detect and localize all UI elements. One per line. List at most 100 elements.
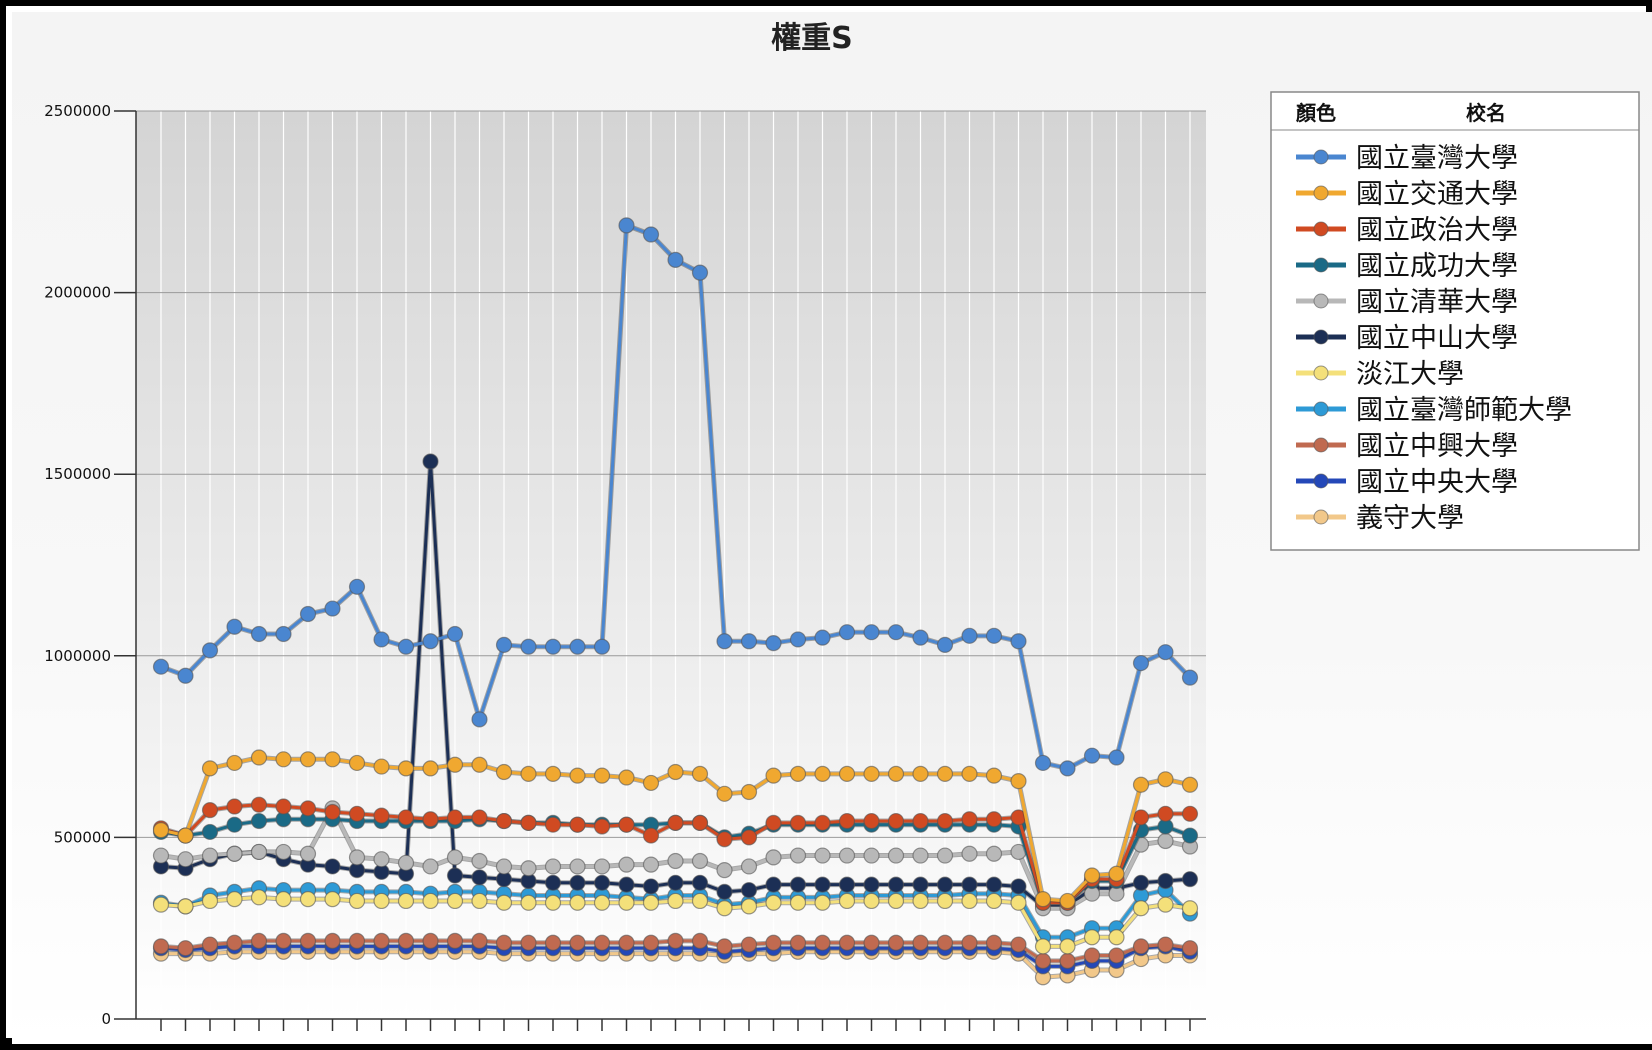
series-5 [152, 453, 1199, 915]
data-point [226, 798, 243, 815]
data-point [569, 858, 586, 875]
legend-swatch-marker [1313, 329, 1329, 345]
y-tick-label: 2500000 [44, 102, 111, 120]
data-point [985, 892, 1003, 910]
data-point [961, 892, 978, 910]
data-point [348, 849, 366, 866]
data-point [789, 876, 807, 893]
data-point [569, 874, 586, 891]
data-point [863, 876, 880, 893]
data-point [887, 624, 905, 641]
legend-swatch-marker [1313, 473, 1329, 489]
data-point [716, 900, 733, 917]
y-tick-label: 0 [101, 1010, 111, 1028]
data-point [397, 854, 415, 871]
data-point [201, 802, 219, 819]
data-point [716, 831, 733, 848]
data-point [299, 800, 317, 817]
data-point [936, 876, 954, 893]
legend-item: 國立中央大學 [1296, 467, 1518, 498]
data-point [1181, 871, 1199, 888]
data-point [985, 845, 1003, 862]
data-point [838, 624, 856, 641]
data-point [912, 934, 929, 951]
data-point [691, 814, 709, 831]
data-point [740, 936, 758, 953]
data-point [912, 847, 929, 864]
data-point [1157, 936, 1174, 953]
data-point [1108, 865, 1125, 882]
data-point [422, 892, 439, 910]
data-point [177, 898, 194, 915]
data-point [691, 892, 709, 910]
data-point [471, 809, 488, 826]
y-tick-label: 2000000 [44, 284, 111, 302]
data-point [250, 625, 268, 643]
data-point [1010, 633, 1027, 650]
data-point [520, 894, 537, 911]
data-point [1108, 929, 1125, 946]
data-point [985, 811, 1003, 828]
legend-label: 國立交通大學 [1356, 179, 1518, 210]
data-point [275, 843, 292, 861]
legend-label: 國立中央大學 [1356, 467, 1518, 498]
data-point [152, 896, 170, 913]
legend-label: 國立中興大學 [1356, 431, 1518, 462]
data-point [912, 892, 929, 910]
data-point [520, 765, 537, 782]
data-point [642, 878, 660, 895]
data-point [373, 932, 390, 950]
data-point [1010, 878, 1027, 895]
data-point [961, 811, 978, 828]
data-point [814, 847, 831, 864]
data-point [838, 765, 856, 782]
data-point [275, 891, 292, 908]
data-point [887, 876, 905, 893]
data-point [250, 812, 268, 830]
legend-swatch-marker [1313, 401, 1329, 417]
data-point [152, 658, 170, 675]
data-point [520, 860, 537, 877]
data-point [667, 763, 684, 781]
data-point [863, 892, 880, 910]
data-point [544, 765, 562, 782]
data-point [838, 812, 856, 830]
data-point [569, 934, 586, 951]
data-point [348, 805, 366, 822]
data-point [397, 809, 415, 826]
data-point [1132, 900, 1150, 917]
data-point [422, 858, 439, 875]
data-point [226, 754, 243, 772]
data-point [226, 891, 243, 908]
data-point [324, 858, 341, 875]
data-point [544, 874, 562, 891]
data-point [838, 892, 856, 910]
data-point [593, 894, 611, 911]
data-point [985, 767, 1003, 784]
data-point [618, 217, 635, 234]
data-point [569, 816, 586, 833]
data-point [324, 932, 341, 950]
legend-swatch-marker [1313, 509, 1329, 525]
data-point [250, 932, 268, 950]
data-point [1157, 832, 1174, 850]
data-point [789, 814, 807, 831]
data-point [618, 769, 635, 786]
legend-header-name: 校名 [1466, 101, 1506, 125]
data-point [152, 822, 170, 839]
data-point [373, 851, 390, 868]
data-point [863, 934, 880, 951]
legend: 顏色 校名 國立臺灣大學國立交通大學國立政治大學國立成功大學國立清華大學國立中山… [1270, 91, 1640, 551]
legend-label: 國立臺灣大學 [1356, 143, 1518, 174]
data-point [1108, 947, 1125, 964]
data-point [1132, 938, 1150, 955]
data-point [348, 754, 366, 772]
data-point [1132, 654, 1150, 672]
data-point [1132, 776, 1150, 793]
data-point [495, 636, 513, 654]
data-point [765, 634, 782, 652]
legend-label: 國立成功大學 [1356, 251, 1518, 282]
data-point [961, 765, 978, 782]
data-point [422, 760, 439, 777]
